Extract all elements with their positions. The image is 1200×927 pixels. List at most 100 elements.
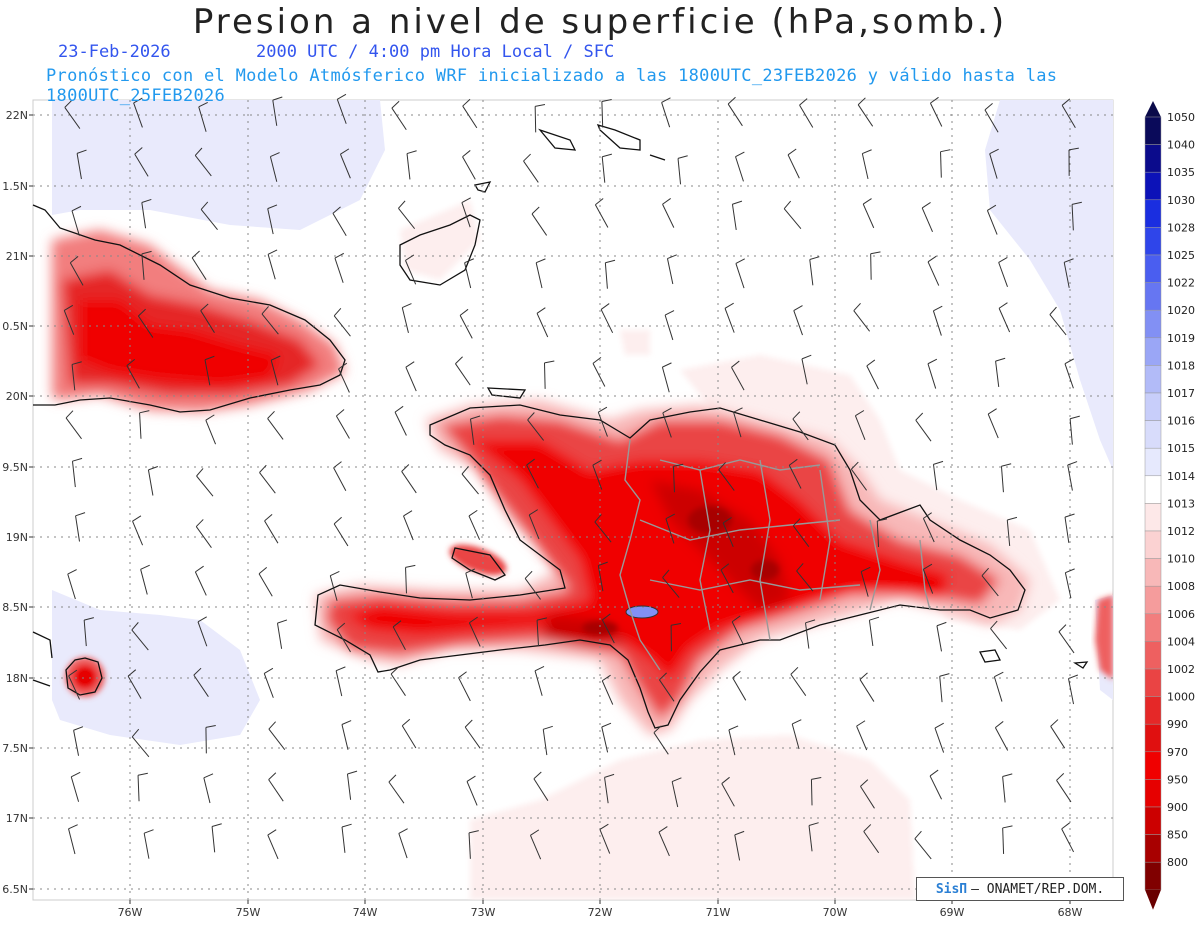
wind-barb: [200, 209, 218, 230]
wind-barb: [801, 358, 808, 385]
latitude-labels: 22N 1.5N 21N 0.5N 20N 9.5N 19N 8.5N 18N 7.5N 17N 6.…: [2, 109, 33, 896]
wind-barb: [401, 307, 409, 333]
legend-swatch: [1144, 696, 1162, 725]
wind-barb: [341, 826, 346, 853]
wind-barb: [791, 723, 800, 750]
wind-barb: [995, 361, 1000, 387]
wind-barb: [405, 567, 407, 594]
wind-barb: [677, 158, 682, 185]
wind-barb: [198, 106, 207, 132]
wind-barb: [936, 625, 942, 652]
wind-barb: [662, 412, 672, 438]
wind-barb: [127, 675, 142, 699]
wind-barb: [1064, 517, 1070, 543]
legend-swatch: [1144, 282, 1162, 311]
wind-barb: [1061, 105, 1076, 128]
legend-swatch: [1144, 392, 1162, 421]
credit-box: SisΠ – ONAMET/REP.DOM.: [916, 877, 1124, 901]
legend-swatch: [1144, 199, 1162, 228]
legend-label: 800: [1167, 856, 1188, 869]
wind-barb: [731, 621, 745, 646]
wind-barb: [468, 515, 481, 540]
lon-label-0: 76W: [118, 906, 143, 919]
wind-barb: [860, 786, 875, 809]
wind-barb: [661, 366, 670, 393]
wind-barb: [332, 213, 347, 236]
wind-barb: [133, 102, 143, 128]
wind-barb: [662, 577, 680, 598]
wind-barb: [458, 677, 471, 702]
wind-barb: [653, 732, 669, 755]
map-title: Presion a nivel de superficie (hPa,somb.…: [192, 2, 1008, 42]
lon-label-6: 70W: [823, 906, 848, 919]
lon-label-1: 75W: [236, 906, 261, 919]
legend-label: 1002: [1167, 663, 1195, 676]
wind-barb: [594, 204, 609, 228]
wind-barb: [981, 575, 999, 597]
wind-barb: [731, 204, 737, 231]
lat-label-1: 1.5N: [2, 180, 28, 193]
wind-barb: [526, 464, 539, 489]
legend-swatch: [1144, 475, 1162, 504]
wind-barb: [272, 100, 278, 126]
wind-barb: [468, 622, 481, 647]
legend-label: 1010: [1167, 553, 1195, 566]
wind-barb: [534, 670, 543, 696]
wind-barb: [859, 679, 875, 702]
legend-swatch: [1144, 558, 1162, 587]
wind-barb: [659, 679, 675, 702]
wind-barb: [462, 105, 478, 129]
legend-swatch: [1144, 144, 1162, 173]
wind-barb: [922, 569, 934, 594]
forecast-label: Pronóstico con el Modelo Atmósferico WRF…: [46, 66, 1058, 106]
wind-barb: [727, 103, 743, 127]
wind-barb: [139, 412, 142, 439]
wind-barb: [921, 207, 933, 232]
wind-barb: [998, 308, 1011, 333]
wind-barb: [191, 257, 207, 280]
wind-barb: [464, 262, 472, 289]
wind-barb: [866, 365, 879, 390]
wind-barb: [70, 776, 80, 802]
wind-barb: [261, 313, 279, 335]
wind-barb: [391, 107, 407, 130]
wind-barb: [68, 675, 81, 700]
wind-barb: [720, 569, 734, 594]
wind-barb: [735, 156, 744, 182]
wind-barb: [599, 829, 611, 854]
lat-label-0: 22N: [6, 109, 28, 122]
wind-barb: [71, 461, 76, 488]
wind-barb: [592, 464, 603, 490]
wind-barb: [263, 673, 274, 698]
lat-label-9: 7.5N: [2, 742, 28, 755]
legend-label: 990: [1167, 718, 1188, 731]
wind-barb: [597, 565, 604, 592]
lat-label-6: 19N: [6, 531, 28, 544]
legend-label: 970: [1167, 746, 1188, 759]
wind-barb: [662, 204, 675, 228]
legend-label: 1030: [1167, 194, 1195, 207]
legend-label: 1006: [1167, 608, 1195, 621]
wind-barb: [143, 833, 150, 859]
wind-barb: [336, 99, 347, 124]
wind-barb: [269, 156, 278, 182]
wind-barb: [1067, 464, 1073, 491]
legend-bottom-arrow: [1145, 889, 1161, 910]
wind-barb: [528, 514, 540, 540]
lake-enriquillo: [625, 605, 659, 619]
legend-swatch: [1144, 641, 1162, 670]
wind-barb: [523, 160, 539, 183]
legend-label: 900: [1167, 801, 1188, 814]
legend-swatch: [1144, 337, 1162, 366]
wind-barb: [915, 419, 932, 442]
wind-barb: [536, 313, 549, 338]
wind-barb: [810, 779, 813, 806]
legend-label: 1000: [1167, 691, 1195, 704]
wind-barb: [267, 834, 279, 860]
wind-barb: [990, 628, 1008, 650]
wind-barb: [986, 210, 998, 235]
lat-label-5: 9.5N: [2, 461, 28, 474]
wind-barb: [529, 835, 542, 860]
date-label: 23-Feb-2026: [58, 42, 171, 62]
wind-barb: [466, 781, 478, 806]
